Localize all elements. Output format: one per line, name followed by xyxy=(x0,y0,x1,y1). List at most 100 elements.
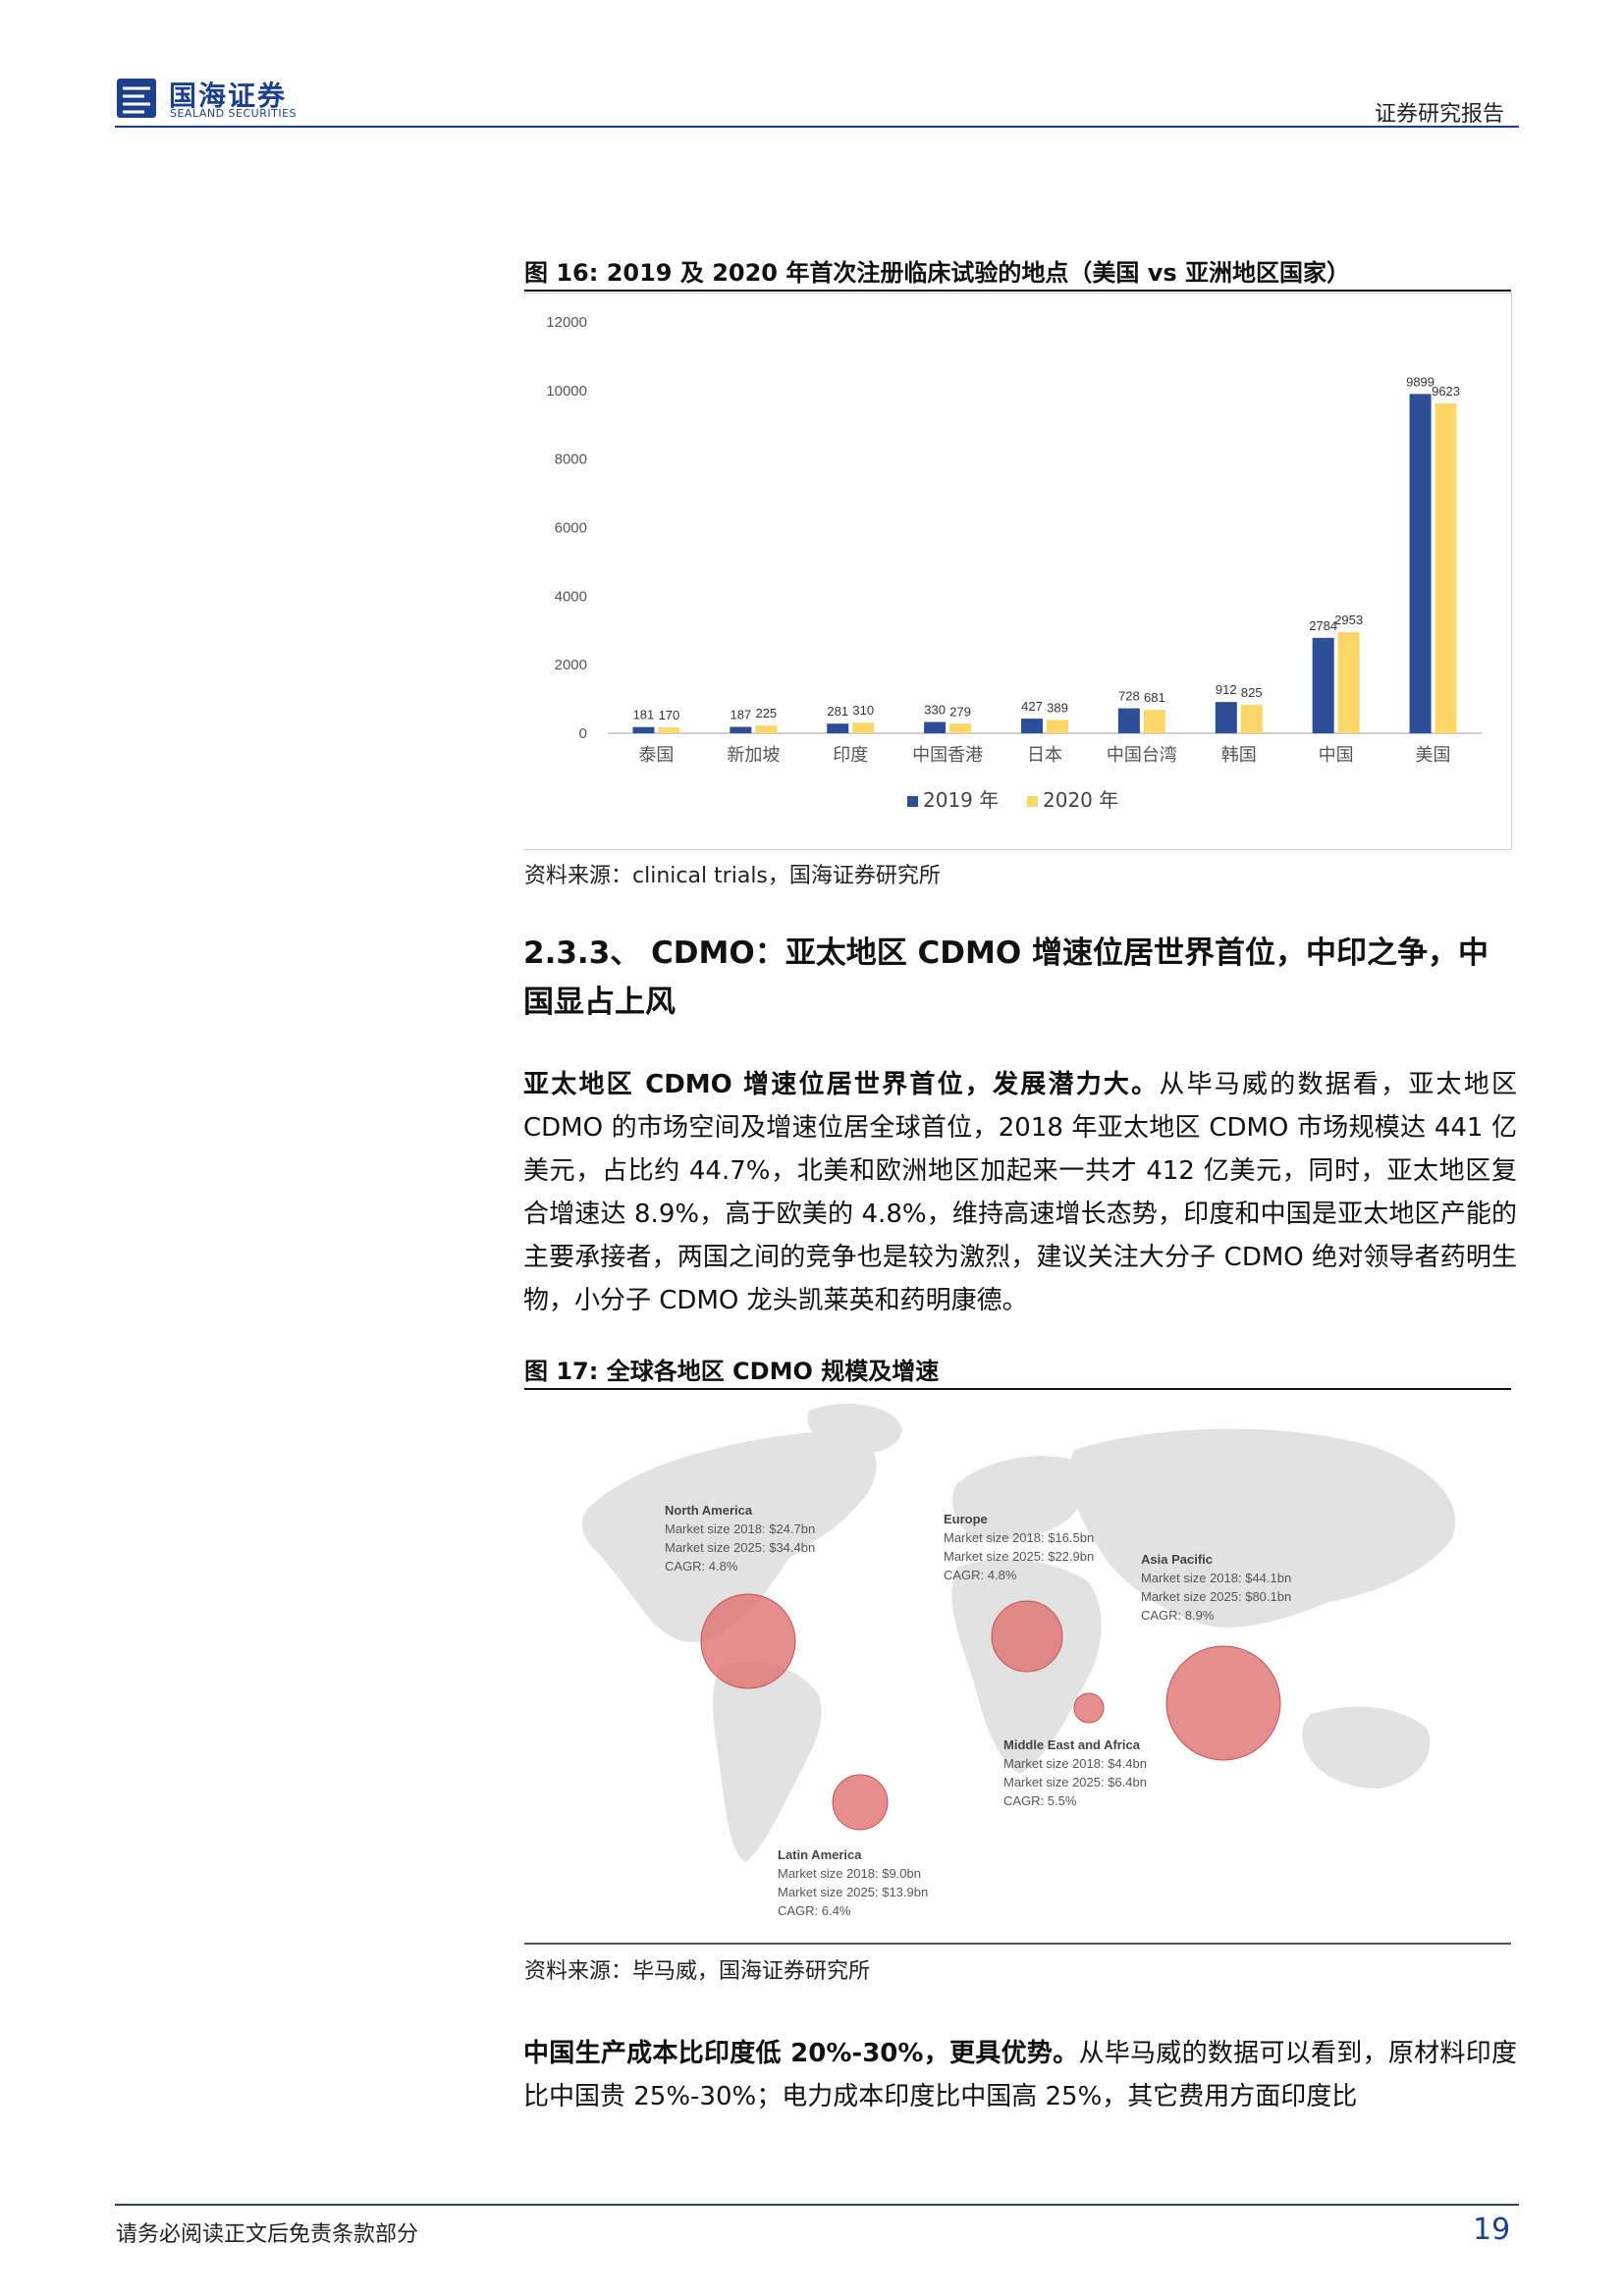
paragraph-2: 中国生产成本比印度低 20%-30%，更具优势。从毕马威的数据可以看到，原材料印… xyxy=(523,2032,1517,2118)
figure17-source: 资料来源：毕马威，国海证券研究所 xyxy=(524,1959,871,1984)
bar xyxy=(755,725,778,733)
bar xyxy=(1337,631,1360,733)
bar xyxy=(1312,637,1334,733)
bar xyxy=(632,726,655,733)
data-label: 170 xyxy=(659,708,680,722)
figure17-bottom-rule xyxy=(524,1943,1511,1945)
data-label: 728 xyxy=(1118,689,1140,704)
north-america-2025: Market size 2025: $34.4bn xyxy=(665,1540,815,1555)
asia-pacific-cagr: CAGR: 8.9% xyxy=(1141,1608,1215,1623)
middle-east-africa-2025: Market size 2025: $6.4bn xyxy=(1003,1775,1147,1789)
y-tick-label: 0 xyxy=(579,725,587,742)
latin-america-2025: Market size 2025: $13.9bn xyxy=(778,1885,928,1899)
australia-shape xyxy=(1302,1706,1431,1789)
chart-frame xyxy=(524,293,1512,850)
paragraph-1-lead: 亚太地区 CDMO 增速位居世界首位，发展潜力大。 xyxy=(523,1070,1160,1099)
asia-pacific-bubble xyxy=(1165,1645,1281,1761)
asia-pacific-2018: Market size 2018: $44.1bn xyxy=(1141,1571,1291,1585)
bar xyxy=(949,723,972,733)
paragraph-1-body: 从毕马威的数据看，亚太地区 CDMO 的市场空间及增速位居全球首位，2018 年… xyxy=(523,1070,1517,1315)
bar xyxy=(827,723,849,733)
bar xyxy=(1117,708,1140,733)
data-label: 427 xyxy=(1021,699,1043,714)
europe-2025: Market size 2025: $22.9bn xyxy=(944,1549,1094,1564)
y-tick-label: 4000 xyxy=(555,588,587,605)
bar xyxy=(1143,710,1165,733)
north-america-2018: Market size 2018: $24.7bn xyxy=(665,1522,815,1536)
europe-bubble xyxy=(991,1600,1063,1673)
data-label: 310 xyxy=(852,703,874,718)
bar xyxy=(1215,702,1237,733)
figure16-rule xyxy=(524,290,1511,292)
y-tick-label: 12000 xyxy=(546,314,587,331)
y-tick-label: 10000 xyxy=(546,383,587,400)
north-america-cagr: CAGR: 4.8% xyxy=(665,1559,738,1574)
x-tick-label: 新加坡 xyxy=(727,745,780,766)
company-name-cn: 国海证券 xyxy=(169,80,288,112)
paragraph-2-body: 从毕马威的数据可以看到，原材料印度比中国贵 25%-30%；电力成本印度比中国高… xyxy=(523,2039,1517,2111)
x-tick-label: 日本 xyxy=(1027,745,1062,766)
company-logo-icon xyxy=(117,79,156,118)
paragraph-1: 亚太地区 CDMO 增速位居世界首位，发展潜力大。从毕马威的数据看，亚太地区 C… xyxy=(523,1063,1517,1322)
report-type: 证券研究报告 xyxy=(1375,102,1505,127)
south-america-shape xyxy=(713,1662,822,1862)
bar xyxy=(924,721,947,733)
y-tick-label: 8000 xyxy=(555,452,587,468)
region-bubbles xyxy=(700,1593,1281,1831)
middle-east-africa-cagr: CAGR: 5.5% xyxy=(1003,1793,1077,1808)
figure16-title: 图 16: 2019 及 2020 年首次注册临床试验的地点（美国 vs 亚洲地… xyxy=(524,259,1351,287)
asia-pacific-name: Asia Pacific xyxy=(1141,1552,1213,1567)
x-tick-label: 中国 xyxy=(1319,745,1354,766)
data-label: 281 xyxy=(827,704,848,719)
data-label: 681 xyxy=(1144,690,1165,705)
latin-america-cagr: CAGR: 6.4% xyxy=(778,1903,851,1918)
bar xyxy=(852,722,875,733)
x-tick-label: 中国台湾 xyxy=(1107,745,1177,766)
middle-east-africa-2018: Market size 2018: $4.4bn xyxy=(1003,1756,1147,1771)
data-label: 912 xyxy=(1216,682,1237,697)
x-tick-label: 印度 xyxy=(833,745,868,766)
bar xyxy=(1435,402,1457,733)
data-label: 9899 xyxy=(1406,374,1435,389)
middle-east-africa-bubble xyxy=(1073,1692,1105,1724)
bar xyxy=(658,727,680,733)
latin-america-bubble xyxy=(832,1774,889,1831)
world-map: North America Market size 2018: $24.7bn … xyxy=(581,1403,1456,1918)
legend-label: 2020 年 xyxy=(1043,788,1118,812)
paragraph-2-lead: 中国生产成本比印度低 20%-30%，更具优势。 xyxy=(523,2039,1079,2068)
asia-pacific-label: Asia Pacific Market size 2018: $44.1bn M… xyxy=(1141,1552,1291,1623)
data-label: 389 xyxy=(1047,700,1068,715)
data-label: 2784 xyxy=(1309,618,1337,633)
header-divider xyxy=(115,126,1519,128)
greenland-shape xyxy=(807,1403,902,1454)
middle-east-africa-label: Middle East and Africa Market size 2018:… xyxy=(1003,1737,1147,1808)
data-label: 181 xyxy=(633,708,655,722)
asia-shape xyxy=(1069,1428,1456,1628)
y-tick-label: 2000 xyxy=(555,657,587,673)
page-number: 19 xyxy=(1473,2213,1511,2247)
bar xyxy=(730,726,752,733)
north-america-shape xyxy=(581,1430,877,1642)
footer-divider xyxy=(115,2204,1519,2206)
data-label: 9623 xyxy=(1432,384,1460,399)
legend-swatch xyxy=(907,796,918,807)
asia-pacific-2025: Market size 2025: $80.1bn xyxy=(1141,1589,1291,1604)
bar-chart: 0 2000 4000 6000 8000 10000 12000 181 170 泰国 187 22… xyxy=(546,314,1482,812)
section-heading: 2.3.3、 CDMO：亚太地区 CDMO 增速位居世界首位，中印之争，中国显占… xyxy=(523,935,1489,1020)
data-label: 279 xyxy=(949,704,971,719)
figure17-rule xyxy=(524,1388,1511,1390)
data-label: 330 xyxy=(924,702,946,717)
latin-america-2018: Market size 2018: $9.0bn xyxy=(778,1866,921,1881)
bar xyxy=(1021,719,1043,733)
legend-swatch xyxy=(1027,796,1038,807)
x-tick-label: 美国 xyxy=(1416,745,1451,766)
footer-disclaimer: 请务必阅读正文后免责条款部分 xyxy=(116,2222,419,2247)
legend-label: 2019 年 xyxy=(923,788,999,812)
latin-america-label: Latin America Market size 2018: $9.0bn M… xyxy=(778,1847,928,1918)
data-label: 187 xyxy=(730,707,751,721)
north-america-label: North America Market size 2018: $24.7bn … xyxy=(665,1503,815,1574)
data-label: 2953 xyxy=(1334,613,1363,627)
company-name-en: SEALAND SECURITIES xyxy=(170,107,298,120)
bar xyxy=(1240,705,1263,733)
europe-2018: Market size 2018: $16.5bn xyxy=(944,1530,1094,1545)
